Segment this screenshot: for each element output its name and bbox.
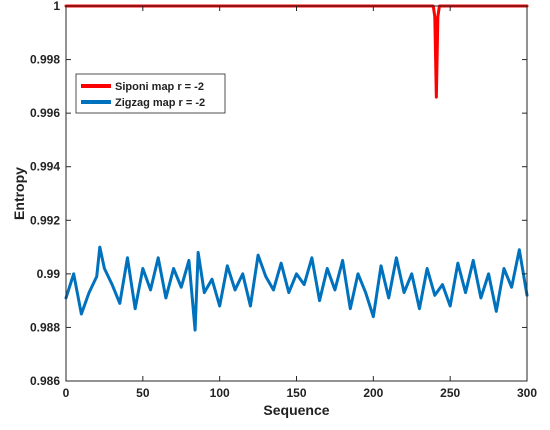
x-tick-label: 250: [440, 386, 460, 400]
y-tick-label: 0.998: [30, 53, 60, 67]
x-tick-label: 200: [363, 386, 383, 400]
ticks-layer: 0 50 100 150 200 250 300 0.986 0.988 0.99 0.992 0.9…: [30, 0, 537, 400]
y-tick-label: 0.988: [30, 320, 60, 334]
x-tick-label: 100: [210, 386, 230, 400]
y-tick-label: 0.994: [30, 160, 60, 174]
y-tick-label: 0.99: [37, 267, 61, 281]
x-tick-label: 0: [63, 386, 70, 400]
x-tick-label: 300: [517, 386, 537, 400]
legend-box: [75, 73, 226, 114]
legend: Siponi map r = -2 Zigzag map r = -2: [75, 73, 226, 114]
legend-label-zigzag: Zigzag map r = -2: [115, 97, 205, 109]
x-axis-label: Sequence: [263, 402, 329, 418]
x-tick-label: 50: [136, 386, 150, 400]
legend-label-siponi: Siponi map r = -2: [115, 81, 204, 93]
series-line-1: [64, 245, 529, 332]
x-tick-label: 150: [286, 386, 306, 400]
y-tick-label: 0.986: [30, 374, 60, 388]
y-tick-label: 0.992: [30, 213, 60, 227]
y-tick-label: 1: [53, 0, 60, 13]
plot-background: [66, 6, 527, 381]
y-tick-label: 0.996: [30, 106, 60, 120]
y-axis-label: Entropy: [11, 167, 27, 220]
